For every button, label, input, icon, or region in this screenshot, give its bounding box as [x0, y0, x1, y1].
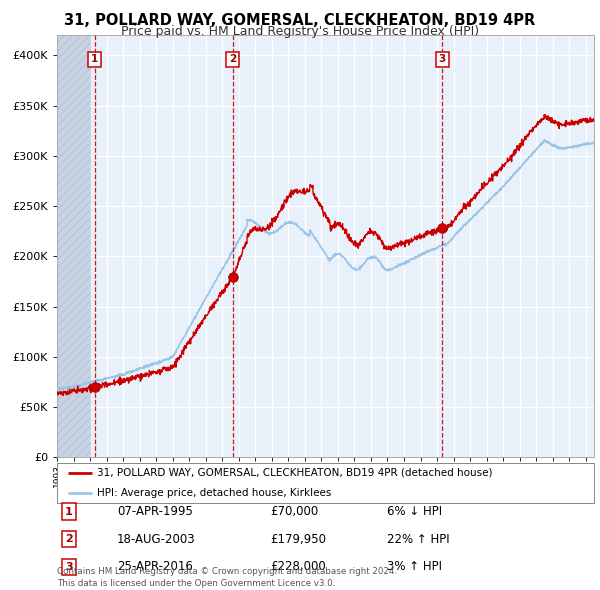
Text: 07-APR-1995: 07-APR-1995 — [117, 505, 193, 518]
Text: HPI: Average price, detached house, Kirklees: HPI: Average price, detached house, Kirk… — [97, 488, 332, 497]
Text: Price paid vs. HM Land Registry's House Price Index (HPI): Price paid vs. HM Land Registry's House … — [121, 25, 479, 38]
Text: £70,000: £70,000 — [270, 505, 318, 518]
Text: 31, POLLARD WAY, GOMERSAL, CLECKHEATON, BD19 4PR: 31, POLLARD WAY, GOMERSAL, CLECKHEATON, … — [64, 13, 536, 28]
Text: 22% ↑ HPI: 22% ↑ HPI — [387, 533, 449, 546]
Text: £228,000: £228,000 — [270, 560, 326, 573]
Text: Contains HM Land Registry data © Crown copyright and database right 2024.
This d: Contains HM Land Registry data © Crown c… — [57, 568, 397, 588]
Text: 18-AUG-2003: 18-AUG-2003 — [117, 533, 196, 546]
Text: 1: 1 — [65, 507, 73, 516]
Text: 2: 2 — [65, 535, 73, 544]
Text: £179,950: £179,950 — [270, 533, 326, 546]
Text: 1: 1 — [91, 54, 98, 64]
Text: 3% ↑ HPI: 3% ↑ HPI — [387, 560, 442, 573]
Text: 3: 3 — [65, 562, 73, 572]
Text: 25-APR-2016: 25-APR-2016 — [117, 560, 193, 573]
Text: 6% ↓ HPI: 6% ↓ HPI — [387, 505, 442, 518]
Text: 31, POLLARD WAY, GOMERSAL, CLECKHEATON, BD19 4PR (detached house): 31, POLLARD WAY, GOMERSAL, CLECKHEATON, … — [97, 468, 493, 477]
Text: 2: 2 — [229, 54, 236, 64]
Bar — [57, 35, 90, 457]
Text: 3: 3 — [439, 54, 446, 64]
